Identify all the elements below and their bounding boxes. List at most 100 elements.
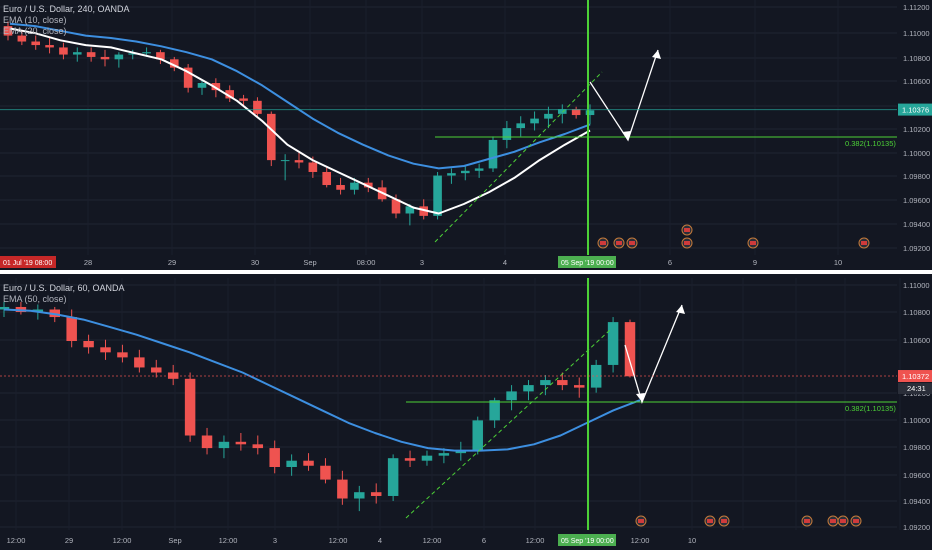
top-symbol-title[interactable]: Euro / U.S. Dollar, 240, OANDA: [3, 4, 130, 14]
top-ema-20-label[interactable]: EMA (20, close): [3, 26, 67, 36]
bottom-candle: [66, 317, 77, 341]
top-left-time-text: 01 Jul '19 08:00: [3, 260, 52, 267]
bottom-time-tick: 12:00: [423, 536, 442, 545]
top-event-flag-icon: [750, 241, 756, 245]
top-candle: [530, 118, 539, 124]
top-candle: [183, 67, 193, 88]
bottom-price-tick: 1.09200: [903, 523, 930, 532]
bottom-candle: [624, 322, 636, 377]
bottom-candle: [218, 441, 230, 449]
pane-divider[interactable]: [0, 270, 932, 274]
top-candle: [336, 185, 345, 190]
top-price-tick: 1.10800: [903, 54, 930, 63]
bottom-candle: [269, 448, 280, 467]
bottom-time-tick: 12:00: [329, 536, 348, 545]
top-ema-line-1: [9, 22, 591, 170]
top-price-tick: 1.10000: [903, 149, 930, 158]
bottom-event-flag-icon: [853, 519, 859, 523]
top-candle: [86, 52, 96, 57]
bottom-candle: [506, 391, 517, 401]
top-candle: [460, 170, 470, 174]
top-price-tick: 1.10600: [903, 77, 930, 86]
top-price-tick: 1.09400: [903, 220, 930, 229]
bottom-time-tick: 12:00: [7, 536, 26, 545]
bottom-price-tick: 1.09600: [903, 471, 930, 480]
top-time-tick: Sep: [303, 258, 316, 267]
bottom-current-price-value: 1.10372: [902, 372, 929, 381]
top-projection-path: [589, 49, 659, 142]
top-ema-10-label[interactable]: EMA (10, close): [3, 15, 67, 25]
bottom-time-tick: Sep: [168, 536, 181, 545]
bottom-trend-dashed-line: [405, 329, 611, 519]
top-projection-arrowhead-up: [652, 50, 661, 59]
bottom-price-tick: 1.10800: [903, 308, 930, 317]
bottom-candle: [286, 460, 297, 467]
bottom-price-tick: 1.11000: [903, 281, 930, 290]
top-candle: [169, 59, 179, 68]
top-candle: [391, 199, 401, 214]
bottom-time-tick: 12:00: [631, 536, 650, 545]
top-price-tick: 1.11200: [903, 3, 930, 12]
top-time-tick: 30: [251, 258, 259, 267]
top-cursor-time-badge: [558, 256, 616, 268]
bottom-candle: [540, 380, 551, 386]
top-time-tick: 29: [168, 258, 176, 267]
bottom-ema-50-label[interactable]: EMA (50, close): [3, 294, 67, 304]
top-candle: [72, 52, 82, 55]
top-pane-legend: Euro / U.S. Dollar, 240, OANDA EMA (10, …: [3, 4, 130, 37]
bottom-pane-legend: Euro / U.S. Dollar, 60, OANDA EMA (50, c…: [3, 283, 125, 305]
bottom-candle: [0, 306, 10, 310]
top-time-tick: 08:00: [357, 258, 376, 267]
bottom-price-tick: 1.09800: [903, 443, 930, 452]
top-cursor-time-text: 05 Sep '19 00:00: [561, 260, 614, 267]
top-candle: [239, 98, 248, 101]
top-candle: [571, 109, 581, 116]
top-candle: [557, 109, 567, 114]
top-ema-line-0: [9, 27, 591, 215]
top-event-flag-icon: [600, 241, 606, 245]
bottom-event-flag-icon: [707, 519, 713, 523]
bottom-candle: [438, 453, 450, 456]
bottom-candle: [573, 385, 585, 388]
bottom-event-flag-icon: [638, 519, 644, 523]
top-event-flag-icon: [861, 241, 867, 245]
top-left-time-badge: [0, 256, 56, 268]
top-time-tick: 3: [420, 258, 424, 267]
bottom-time-tick: 10: [688, 536, 696, 545]
top-price-tick: 1.11000: [903, 29, 930, 38]
bottom-candle: [117, 352, 128, 358]
bottom-candle: [354, 492, 365, 499]
top-fib-label: 0.382(1.10135): [845, 139, 896, 148]
bottom-candle: [421, 455, 433, 461]
top-price-tick: 1.09800: [903, 172, 930, 181]
bottom-candle: [303, 460, 314, 466]
bottom-time-tick: 6: [482, 536, 486, 545]
bottom-candle: [370, 492, 382, 496]
bottom-candle: [455, 450, 467, 454]
top-candle: [433, 175, 442, 216]
bottom-price-tick: 1.10000: [903, 416, 930, 425]
top-candle: [31, 41, 41, 46]
top-candle: [17, 35, 27, 42]
top-time-tick: 28: [84, 258, 92, 267]
top-candle: [322, 171, 332, 186]
top-event-flag-icon: [684, 228, 690, 232]
top-price-tick: 1.09600: [903, 196, 930, 205]
bottom-candle: [100, 347, 111, 353]
top-current-price-badge: [898, 103, 932, 116]
top-candle: [585, 110, 595, 116]
bottom-candle: [607, 322, 619, 365]
top-candle: [502, 128, 512, 140]
bottom-candle: [252, 444, 264, 449]
bottom-candle: [32, 309, 44, 313]
top-candle: [114, 54, 124, 60]
top-time-tick: 4: [503, 258, 507, 267]
top-candle: [253, 100, 262, 114]
top-candle: [474, 168, 484, 171]
bottom-symbol-title[interactable]: Euro / U.S. Dollar, 60, OANDA: [3, 283, 125, 293]
bottom-countdown-value: 24:31: [907, 384, 926, 393]
bottom-event-flag-icon: [840, 519, 846, 523]
top-projection-arrowhead-down: [622, 131, 631, 140]
top-candle: [142, 52, 151, 54]
